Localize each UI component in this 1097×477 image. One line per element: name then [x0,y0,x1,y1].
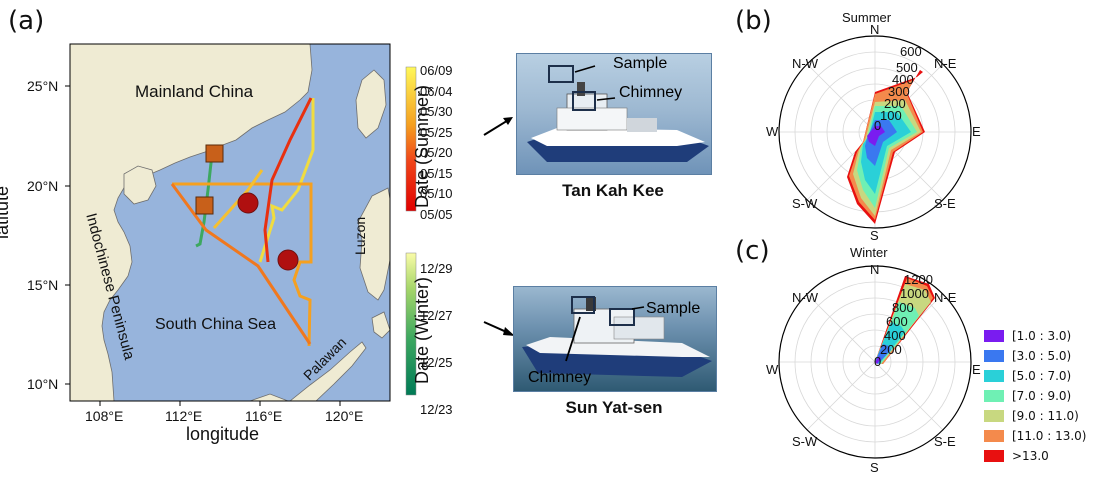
legend-swatch [984,450,1004,462]
map-ylabel: latitute [0,185,13,240]
taiwan-island [355,69,387,139]
winter-cruise-track [195,153,214,248]
legend-swatch [984,330,1004,342]
label-luzon: Luzon [352,216,368,255]
tan-kah-kee-photo: Sample Chimney [516,53,712,175]
mainland-landmass [70,44,313,401]
summer-ring-600: 600 [900,44,922,59]
summer-ring-300: 300 [888,84,910,99]
sampling-station-square [205,144,224,163]
lon-tick-120: 120°E [325,408,364,424]
wind-rose-summer [778,35,972,229]
summer-dir-w: W [766,124,779,139]
winter-rose-band-1 [875,356,881,364]
sampling-station-circle [277,249,299,271]
winter-dir-e: E [972,362,981,377]
rose-summer-title: Summer [842,10,892,25]
colorbar-summer [405,66,417,212]
legend-item: [7.0 : 9.0) [984,386,1071,406]
summer-track-orange [172,182,313,347]
winter-ring-1200: 1200 [904,272,933,287]
summer-dir-e: E [972,124,981,139]
summer-ring-0: 0 [874,118,882,133]
sun-yat-sen-name: Sun Yat-sen [565,398,663,417]
lon-tick-108: 108°E [85,408,124,424]
lat-tick-10: 10°N [27,376,59,392]
hainan-island [123,165,157,205]
winter-ring-0: 0 [874,354,882,369]
summer-ring-200: 200 [884,96,906,111]
winter-dir-w: W [766,362,779,377]
summer-dir-sw: S-W [792,196,818,211]
tan-chimney-label: Chimney [619,84,683,101]
winter-ring-800: 800 [892,300,914,315]
legend-item: [3.0 : 5.0) [984,346,1071,366]
legend-swatch [984,370,1004,382]
sun-chimney-label: Chimney [528,369,592,386]
panel-label-a: (a) [8,6,45,36]
lon-tick-112: 112°E [165,408,203,424]
lat-tick-15: 15°N [27,277,59,293]
legend-item: [11.0 : 13.0) [984,426,1086,446]
winter-dir-n: N [870,262,880,277]
borneo-coast [249,393,289,401]
summer-dir-nw: N-W [792,56,818,71]
sampling-station-circle [237,192,259,214]
winter-dir-s: S [870,460,879,475]
legend-item: [9.0 : 11.0) [984,406,1079,426]
summer-ring-400: 400 [892,72,914,87]
legend-item: >13.0 [984,446,1049,466]
summer-track-orange2 [170,183,312,345]
palawan-island [289,341,367,401]
tan-sample-label: Sample [613,55,668,72]
sun-sample-label: Sample [646,300,701,317]
wind-rose-winter [778,265,972,459]
wind-speed-legend: [1.0 : 3.0) [3.0 : 5.0) [5.0 : 7.0) [7.0… [984,326,1094,476]
summer-track-short [212,169,264,230]
tan-kah-kee-name: Tan Kah Kee [562,181,664,200]
winter-dir-sw: S-W [792,434,818,449]
sampling-station-square [195,196,214,215]
winter-ring-200: 200 [880,342,902,357]
winter-dir-ne: N-E [934,290,957,305]
summer-rose-band-1 [867,126,885,146]
legend-swatch [984,350,1004,362]
lat-tick-25: 25°N [27,78,59,94]
winter-ring-400: 400 [884,328,906,343]
rose-winter-title: Winter [850,245,888,260]
colorbar-winter [405,252,417,396]
legend-item: [1.0 : 3.0) [984,326,1071,346]
luzon-island [357,187,390,301]
legend-swatch [984,390,1004,402]
summer-dir-ne: N-E [934,56,957,71]
panel-label-c: (c) [735,236,770,266]
legend-swatch [984,430,1004,442]
map-frame [69,43,391,402]
colorbar-winter-ticks: 12/29 12/27 12/25 12/23 [420,261,453,417]
summer-dir-s: S [870,228,879,243]
summer-ring-500: 500 [896,60,918,75]
label-south-china-sea: South China Sea [155,316,276,333]
winter-dir-se: S-E [934,434,956,449]
summer-track-yellow [258,98,315,263]
mindoro-island [371,311,390,339]
panel-label-b: (b) [735,6,772,36]
summer-ring-100: 100 [880,108,902,123]
summer-track-red [263,97,313,263]
summer-dir-se: S-E [934,196,956,211]
lon-tick-116: 116°E [245,408,283,424]
colorbar-summer-ticks: 06/09 06/04 05/30 05/25 05/20 05/15 05/1… [420,63,453,222]
winter-ring-1000: 1000 [900,286,929,301]
sun-yat-sen-photo: Sample Chimney [513,286,717,392]
winter-ring-600: 600 [886,314,908,329]
legend-swatch [984,410,1004,422]
map-ticks [65,85,341,406]
lat-tick-20: 20°N [27,178,59,194]
winter-dir-nw: N-W [792,290,818,305]
map-xlabel: longitude [186,424,260,444]
legend-item: [5.0 : 7.0) [984,366,1071,386]
label-mainland-china: Mainland China [135,82,254,101]
summer-dir-n: N [870,22,880,37]
